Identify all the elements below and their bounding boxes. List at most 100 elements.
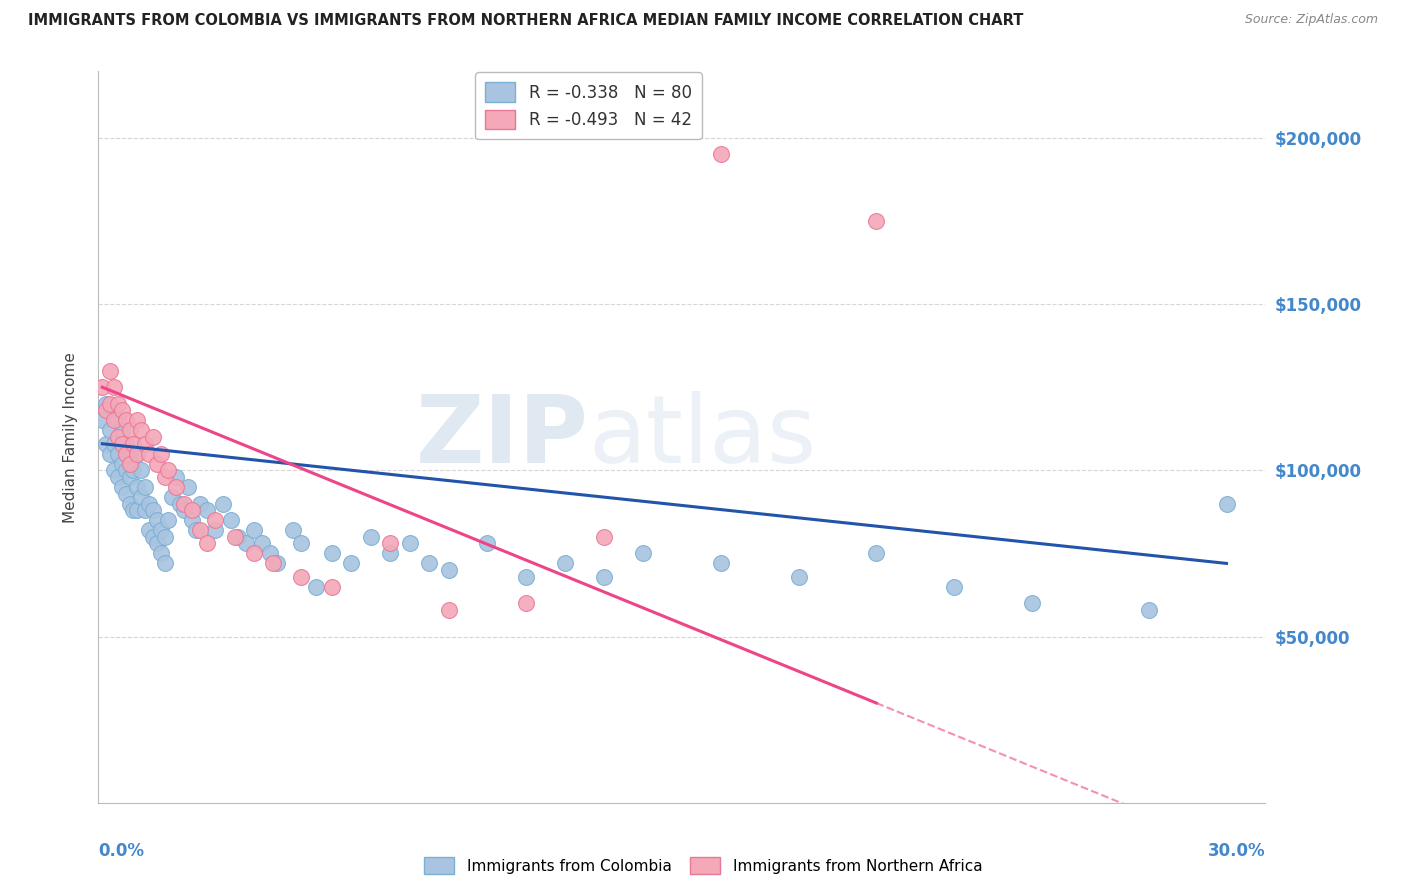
Point	[305, 580, 328, 594]
Point	[98, 424, 121, 438]
Point	[111, 436, 134, 450]
Point	[219, 513, 242, 527]
Point	[184, 523, 207, 537]
Point	[290, 536, 312, 550]
Legend: Immigrants from Colombia, Immigrants from Northern Africa: Immigrants from Colombia, Immigrants fro…	[418, 851, 988, 880]
Point	[96, 436, 118, 450]
Point	[188, 523, 211, 537]
Point	[593, 570, 616, 584]
Point	[380, 546, 402, 560]
Point	[127, 447, 149, 461]
Point	[107, 430, 129, 444]
Point	[153, 557, 176, 571]
Point	[142, 430, 165, 444]
Point	[195, 536, 218, 550]
Point	[142, 530, 165, 544]
Point	[290, 570, 312, 584]
Point	[169, 497, 191, 511]
Point	[165, 480, 187, 494]
Point	[114, 486, 136, 500]
Point	[281, 523, 304, 537]
Point	[138, 497, 160, 511]
Point	[321, 580, 343, 594]
Point	[127, 447, 149, 461]
Point	[173, 497, 195, 511]
Point	[340, 557, 363, 571]
Point	[180, 513, 202, 527]
Point	[1215, 497, 1237, 511]
Point	[122, 436, 145, 450]
Point	[122, 503, 145, 517]
Point	[149, 523, 172, 537]
Point	[96, 397, 118, 411]
Point	[118, 447, 141, 461]
Text: Source: ZipAtlas.com: Source: ZipAtlas.com	[1244, 13, 1378, 27]
Point	[195, 503, 218, 517]
Point	[146, 536, 169, 550]
Point	[114, 463, 136, 477]
Point	[477, 536, 499, 550]
Point	[127, 413, 149, 427]
Point	[111, 403, 134, 417]
Point	[157, 513, 180, 527]
Point	[180, 503, 202, 517]
Point	[96, 403, 118, 417]
Point	[1021, 596, 1043, 610]
Point	[787, 570, 810, 584]
Point	[437, 603, 460, 617]
Point	[118, 497, 141, 511]
Point	[146, 513, 169, 527]
Point	[111, 457, 134, 471]
Point	[631, 546, 654, 560]
Point	[118, 470, 141, 484]
Point	[710, 557, 733, 571]
Point	[129, 424, 152, 438]
Y-axis label: Median Family Income: Median Family Income	[63, 351, 77, 523]
Point	[259, 546, 281, 560]
Point	[224, 530, 246, 544]
Point	[360, 530, 382, 544]
Point	[710, 147, 733, 161]
Point	[118, 457, 141, 471]
Point	[153, 530, 176, 544]
Point	[149, 447, 172, 461]
Point	[111, 480, 134, 494]
Point	[146, 457, 169, 471]
Point	[91, 380, 114, 394]
Point	[266, 557, 288, 571]
Point	[515, 570, 537, 584]
Point	[162, 490, 184, 504]
Point	[114, 436, 136, 450]
Point	[212, 497, 235, 511]
Point	[138, 447, 160, 461]
Point	[103, 380, 125, 394]
Point	[91, 413, 114, 427]
Text: IMMIGRANTS FROM COLOMBIA VS IMMIGRANTS FROM NORTHERN AFRICA MEDIAN FAMILY INCOME: IMMIGRANTS FROM COLOMBIA VS IMMIGRANTS F…	[28, 13, 1024, 29]
Point	[515, 596, 537, 610]
Point	[103, 463, 125, 477]
Point	[98, 447, 121, 461]
Point	[437, 563, 460, 577]
Point	[398, 536, 420, 550]
Point	[228, 530, 250, 544]
Point	[204, 513, 226, 527]
Point	[204, 523, 226, 537]
Point	[107, 413, 129, 427]
Point	[250, 536, 273, 550]
Point	[1137, 603, 1160, 617]
Point	[243, 546, 266, 560]
Point	[118, 424, 141, 438]
Legend: R = -0.338   N = 80, R = -0.493   N = 42: R = -0.338 N = 80, R = -0.493 N = 42	[475, 72, 702, 139]
Point	[134, 503, 156, 517]
Point	[103, 436, 125, 450]
Point	[865, 546, 887, 560]
Point	[107, 397, 129, 411]
Point	[943, 580, 966, 594]
Point	[114, 413, 136, 427]
Point	[235, 536, 257, 550]
Point	[380, 536, 402, 550]
Point	[165, 470, 187, 484]
Point	[122, 463, 145, 477]
Point	[593, 530, 616, 544]
Point	[153, 470, 176, 484]
